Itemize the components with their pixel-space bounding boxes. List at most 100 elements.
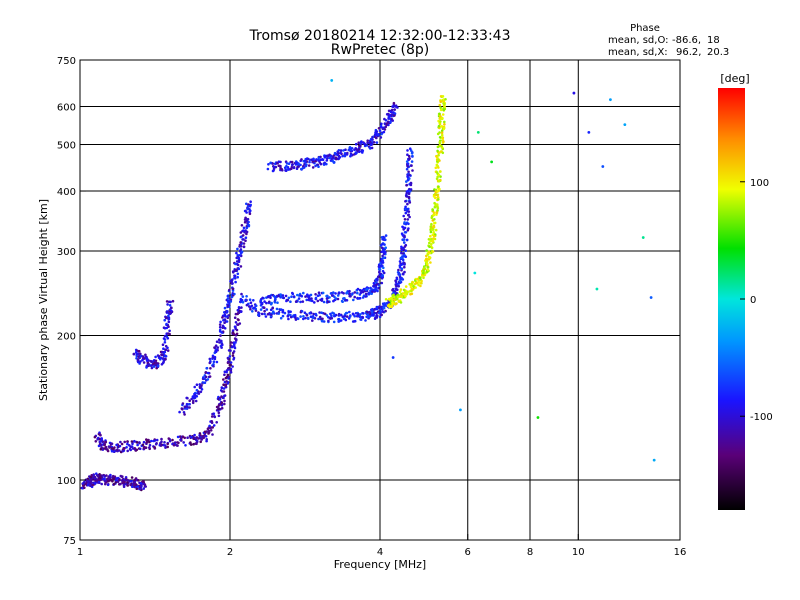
data-point [115, 443, 118, 447]
data-point [217, 404, 221, 407]
data-point [473, 271, 477, 275]
data-point [406, 218, 410, 221]
data-point [391, 301, 394, 304]
data-point [317, 291, 321, 295]
data-point [345, 153, 349, 156]
data-point [433, 234, 436, 238]
data-point [176, 435, 180, 439]
data-point [200, 438, 203, 441]
data-point [394, 105, 397, 108]
data-point [226, 299, 230, 303]
data-point [394, 283, 398, 286]
data-point [317, 159, 320, 162]
data-point [425, 249, 429, 252]
data-point [183, 405, 187, 409]
data-point [223, 394, 226, 398]
data-point [212, 424, 216, 427]
data-point [334, 292, 337, 295]
data-point [138, 354, 141, 358]
data-point [157, 356, 161, 360]
data-point [332, 291, 335, 294]
data-point [364, 292, 368, 296]
data-point [161, 350, 164, 354]
data-point [434, 193, 437, 197]
data-point [415, 281, 419, 285]
data-point [409, 188, 413, 191]
data-point [92, 473, 95, 476]
data-point [375, 136, 378, 140]
data-point [119, 474, 123, 478]
data-point [215, 348, 219, 352]
data-point [234, 341, 237, 344]
data-point [314, 293, 317, 296]
data-point [223, 313, 227, 317]
data-point [165, 326, 169, 330]
data-point [300, 158, 303, 161]
data-point [198, 386, 202, 390]
data-point [441, 151, 445, 155]
data-point [326, 157, 329, 160]
data-point [208, 424, 211, 428]
data-point [182, 441, 185, 444]
data-point [425, 257, 428, 261]
data-point [279, 316, 283, 320]
data-point [411, 154, 414, 158]
data-point [305, 157, 309, 160]
data-point [244, 209, 247, 213]
data-point [438, 140, 442, 144]
data-point [366, 287, 369, 291]
data-point [261, 296, 264, 300]
data-point [401, 258, 405, 262]
data-point [91, 481, 95, 485]
data-point [159, 356, 163, 360]
data-point [185, 402, 189, 406]
data-point [213, 346, 216, 349]
data-point [249, 307, 252, 311]
data-point [163, 441, 166, 444]
data-point [249, 200, 252, 204]
data-point [267, 163, 270, 166]
data-point [311, 319, 314, 322]
data-point [203, 381, 207, 385]
data-point [231, 329, 235, 332]
data-point [601, 165, 605, 168]
colorbar-tick-label: 0 [750, 295, 756, 306]
data-point [242, 238, 245, 241]
data-point [227, 314, 230, 317]
data-point [325, 162, 328, 166]
data-point [188, 406, 191, 409]
data-point [236, 254, 240, 257]
data-point [110, 442, 114, 446]
data-point [337, 149, 341, 152]
data-point [307, 164, 311, 167]
chart-subtitle: RwPretec (8p) [331, 42, 429, 58]
data-point [312, 316, 315, 320]
data-point [164, 444, 167, 447]
data-point [405, 184, 408, 187]
data-points [80, 79, 656, 492]
data-point [382, 306, 386, 310]
data-point [426, 268, 430, 272]
data-point [408, 173, 411, 177]
data-point [144, 446, 148, 450]
data-point [239, 265, 243, 268]
data-point [388, 117, 392, 120]
data-point [305, 163, 308, 166]
data-point [399, 288, 403, 291]
data-point [376, 314, 379, 318]
data-point [342, 149, 345, 152]
data-point [268, 294, 272, 298]
data-point [135, 352, 139, 356]
data-point [406, 149, 409, 152]
data-point [329, 292, 333, 295]
y-tick-label: 600 [57, 103, 76, 114]
data-point [210, 420, 214, 423]
data-point [432, 231, 436, 234]
data-point [150, 360, 153, 363]
data-point [274, 297, 277, 301]
data-point [438, 103, 442, 107]
data-point [99, 447, 103, 451]
data-point [384, 125, 388, 129]
data-point [281, 310, 285, 314]
data-point [209, 429, 213, 432]
